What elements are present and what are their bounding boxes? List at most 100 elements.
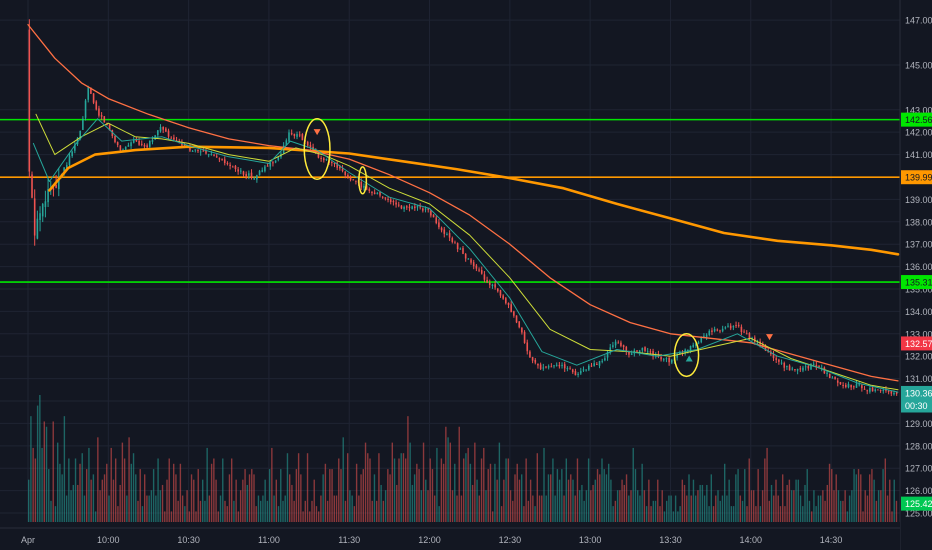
volume-bar bbox=[866, 495, 869, 522]
candle-body bbox=[151, 139, 154, 142]
price-badge[interactable] bbox=[901, 496, 932, 511]
volume-bar bbox=[425, 479, 427, 522]
volume-bar bbox=[295, 469, 298, 522]
volume-bar bbox=[755, 506, 757, 522]
candle-body bbox=[347, 174, 349, 178]
volume-bar bbox=[407, 416, 409, 522]
volume-bar bbox=[706, 484, 708, 522]
level-price-badge[interactable] bbox=[901, 275, 932, 290]
volume-bar bbox=[237, 511, 240, 522]
volume-bar bbox=[427, 490, 429, 522]
volume-bar bbox=[837, 490, 840, 522]
volume-bar bbox=[449, 442, 451, 522]
candle-body bbox=[146, 145, 148, 148]
volume-bar bbox=[181, 495, 184, 522]
horizontal-levels[interactable] bbox=[0, 118, 900, 283]
volume-bar bbox=[320, 495, 322, 522]
candle-body bbox=[296, 133, 298, 137]
candle-body bbox=[625, 346, 628, 352]
highlight-circle[interactable] bbox=[673, 333, 700, 378]
volume-bar bbox=[284, 495, 286, 522]
candle-body bbox=[638, 350, 641, 353]
candle-body bbox=[194, 149, 197, 151]
candle-body bbox=[47, 189, 49, 203]
volume-bar bbox=[864, 490, 866, 522]
volume-bar bbox=[456, 495, 458, 522]
volume-bar bbox=[761, 490, 764, 522]
volume-bar bbox=[277, 506, 280, 522]
volume-bar bbox=[848, 495, 851, 522]
candle-body bbox=[636, 350, 638, 352]
level-price-badge[interactable] bbox=[901, 112, 932, 127]
candle-body bbox=[373, 192, 376, 194]
volume-bar bbox=[170, 511, 173, 522]
time-axis[interactable]: Apr 10:00 10:30 11:00 11:30 12:00 12:30 13:00 13… bbox=[0, 522, 900, 550]
candle-body bbox=[877, 389, 879, 391]
candle-body bbox=[258, 170, 261, 176]
volume-bar bbox=[893, 479, 895, 522]
candle-body bbox=[807, 366, 810, 369]
volume-bar bbox=[605, 474, 608, 522]
candle-body bbox=[593, 363, 595, 366]
volume-bar bbox=[529, 479, 532, 522]
candle-body bbox=[135, 138, 138, 142]
candle-body bbox=[786, 366, 788, 368]
volume-bar bbox=[115, 458, 117, 522]
candle-body bbox=[606, 351, 609, 358]
volume-bar bbox=[297, 453, 300, 522]
candle-body bbox=[98, 108, 100, 116]
volume-bar bbox=[561, 469, 563, 522]
drawing-annotations[interactable] bbox=[303, 117, 774, 378]
price-badge[interactable] bbox=[901, 398, 932, 413]
volume-bar bbox=[353, 506, 356, 522]
volume-bar bbox=[123, 458, 126, 522]
candle-body bbox=[389, 199, 392, 203]
candle-body bbox=[812, 363, 815, 365]
volume-bar bbox=[724, 463, 726, 522]
volume-bar bbox=[503, 479, 505, 522]
candle-body bbox=[199, 151, 202, 153]
level-price-badge[interactable] bbox=[901, 170, 932, 185]
volume-bar bbox=[144, 474, 146, 522]
volume-bars bbox=[28, 395, 898, 522]
candle-body bbox=[499, 290, 502, 296]
candle-body bbox=[571, 369, 574, 373]
price-axis[interactable]: 147.00145.00143.00142.00141.00140.00139.… bbox=[899, 0, 932, 550]
candle-body bbox=[443, 229, 446, 234]
volume-bar bbox=[476, 479, 478, 522]
volume-bar bbox=[376, 500, 378, 522]
volume-bar bbox=[335, 495, 338, 522]
candle-body bbox=[844, 384, 847, 388]
volume-bar bbox=[844, 490, 846, 522]
price-tick-label: 136.00 bbox=[905, 262, 932, 272]
volume-bar bbox=[268, 469, 271, 522]
candle-body bbox=[753, 337, 756, 342]
candle-body bbox=[649, 351, 652, 353]
volume-bar bbox=[690, 495, 692, 522]
level-price-badge-text: 135.31 bbox=[905, 278, 932, 288]
price-badge[interactable] bbox=[901, 336, 932, 351]
volume-bar bbox=[442, 463, 445, 522]
volume-bar bbox=[119, 484, 121, 522]
candle-body bbox=[344, 171, 347, 175]
volume-bar bbox=[576, 458, 579, 522]
candle-body bbox=[692, 344, 695, 347]
volume-bar bbox=[824, 500, 826, 522]
volume-bar bbox=[632, 447, 634, 522]
volume-bar bbox=[150, 490, 153, 522]
volume-bar bbox=[373, 474, 376, 522]
time-tick-label: 11:00 bbox=[258, 535, 280, 545]
highlight-circle[interactable] bbox=[358, 166, 368, 195]
price-badge[interactable] bbox=[901, 385, 932, 400]
volume-bar bbox=[790, 490, 793, 522]
candle-body bbox=[167, 130, 170, 137]
volume-bar bbox=[309, 511, 311, 522]
volume-bar bbox=[215, 479, 217, 522]
volume-bar bbox=[581, 484, 583, 522]
volume-bar bbox=[88, 447, 90, 522]
volume-bar bbox=[253, 474, 255, 522]
candle-body bbox=[33, 198, 36, 236]
highlight-circle[interactable] bbox=[303, 117, 331, 180]
volume-bar bbox=[594, 479, 596, 522]
